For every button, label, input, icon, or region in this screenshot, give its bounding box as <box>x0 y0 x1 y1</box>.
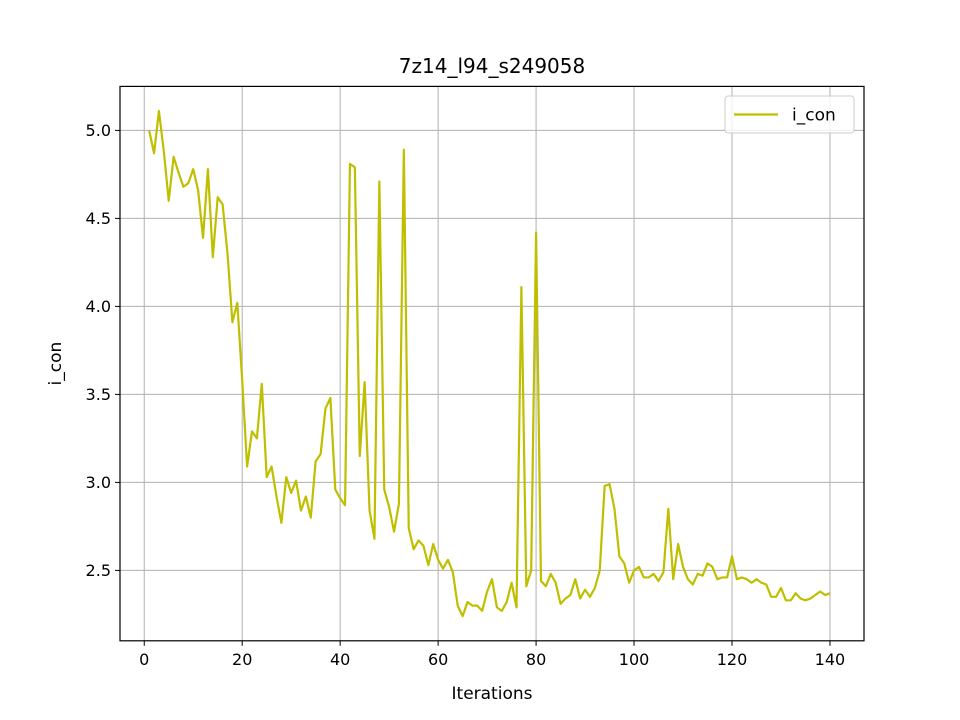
x-tick-label: 140 <box>815 650 846 669</box>
y-axis-title: i_con <box>46 342 66 386</box>
y-axis: 2.5 3.0 3.5 4.0 4.5 5.0 <box>86 121 120 580</box>
y-tick-label: 4.5 <box>86 209 111 228</box>
grid <box>120 86 864 641</box>
legend-label: i_con <box>792 106 836 126</box>
x-tick-label: 80 <box>526 650 546 669</box>
x-tick-label: 20 <box>232 650 252 669</box>
y-tick-label: 2.5 <box>86 561 111 580</box>
series-line-i-con <box>148 109 831 618</box>
x-tick-label: 120 <box>717 650 748 669</box>
axes-frame <box>119 85 865 642</box>
plot-area <box>148 109 831 618</box>
y-tick-label: 5.0 <box>86 121 111 140</box>
legend: i_con <box>724 95 855 134</box>
x-tick-label: 60 <box>428 650 448 669</box>
y-tick-label: 4.0 <box>86 297 111 316</box>
y-tick-label: 3.0 <box>86 473 111 492</box>
x-axis: 0 20 40 60 80 100 120 140 <box>139 640 846 669</box>
chart-title: 7z14_l94_s249058 <box>399 54 585 78</box>
x-tick-label: 0 <box>139 650 149 669</box>
x-tick-label: 100 <box>619 650 650 669</box>
y-tick-label: 3.5 <box>86 385 111 404</box>
x-tick-label: 40 <box>330 650 350 669</box>
x-axis-title: Iterations <box>452 684 533 704</box>
legend-box <box>724 95 855 134</box>
